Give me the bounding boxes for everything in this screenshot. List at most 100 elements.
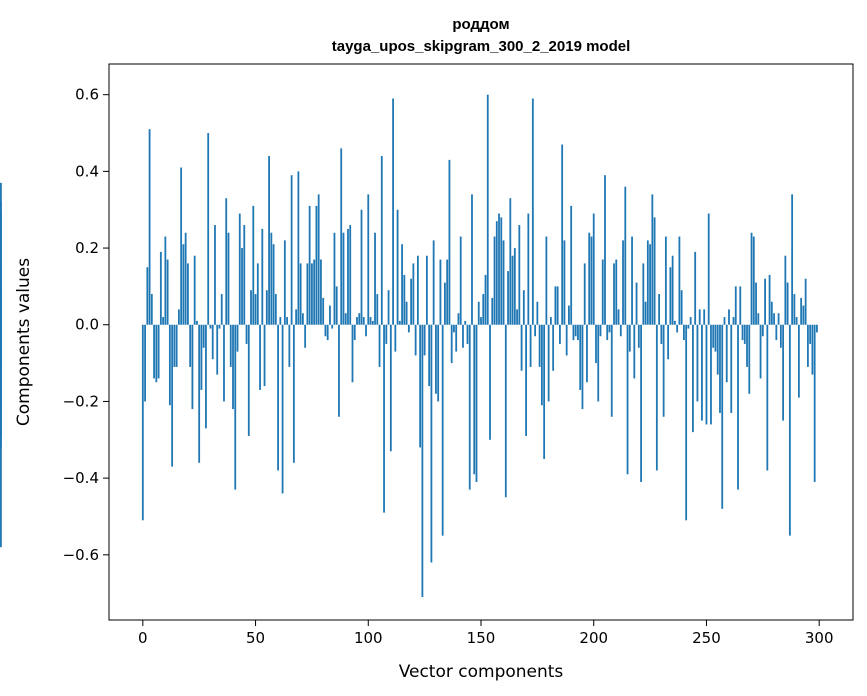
bar — [590, 236, 593, 325]
bar — [556, 286, 559, 325]
bar — [527, 213, 530, 325]
bar — [439, 259, 442, 325]
bar — [238, 213, 241, 325]
bar — [356, 317, 358, 325]
bar — [816, 324, 818, 333]
bar — [144, 324, 146, 402]
bar — [430, 324, 433, 563]
bar — [308, 205, 311, 325]
bar — [441, 324, 444, 536]
bar — [734, 286, 737, 325]
bar — [549, 317, 552, 325]
bar — [716, 324, 719, 375]
bar — [673, 320, 676, 325]
bar — [761, 324, 764, 337]
bar — [369, 317, 372, 325]
x-tick-label: 100 — [354, 629, 383, 647]
bar — [705, 324, 708, 425]
bar — [495, 221, 498, 325]
bar — [157, 324, 160, 379]
bar — [421, 324, 424, 597]
bar — [189, 324, 192, 367]
bar — [331, 324, 334, 329]
bar — [482, 294, 485, 325]
bar — [459, 236, 462, 325]
bar — [694, 251, 697, 325]
bar — [283, 240, 286, 325]
bar — [649, 244, 651, 325]
bar — [360, 209, 363, 325]
bar — [669, 267, 672, 325]
bar — [455, 324, 458, 352]
bar — [493, 236, 496, 325]
bar — [813, 324, 816, 482]
bar — [484, 274, 487, 325]
y-tick-label: −0.2 — [63, 392, 99, 410]
bar — [317, 194, 320, 325]
bar — [610, 324, 613, 417]
y-tick-label: −0.6 — [63, 546, 99, 564]
bar — [646, 240, 649, 325]
bar — [464, 320, 467, 325]
y-tick-label: 0.2 — [75, 239, 99, 257]
bar — [723, 317, 726, 325]
bar — [263, 324, 266, 387]
bar — [624, 186, 627, 325]
bar — [689, 317, 692, 325]
bar — [640, 324, 642, 482]
bar — [667, 324, 670, 360]
bar — [768, 274, 771, 325]
bar — [295, 309, 298, 325]
bar — [807, 324, 809, 367]
bar — [784, 255, 787, 325]
bar — [518, 225, 521, 325]
x-tick-label: 0 — [138, 629, 148, 647]
bar — [374, 232, 376, 325]
bars-group — [0, 94, 818, 597]
bar — [732, 317, 735, 325]
bar — [662, 324, 665, 417]
bar — [811, 324, 814, 375]
bar — [396, 209, 399, 325]
bar — [477, 301, 480, 325]
bar — [719, 324, 721, 413]
bar — [570, 205, 573, 325]
bar — [198, 324, 201, 463]
bar — [633, 324, 636, 379]
bar — [301, 313, 304, 325]
bar — [243, 225, 246, 325]
bar — [410, 278, 413, 325]
bar — [710, 324, 712, 425]
bar — [146, 267, 149, 325]
y-axis-label: Components values — [14, 258, 34, 426]
bar — [182, 244, 185, 325]
bar — [376, 294, 379, 325]
bar — [437, 324, 440, 402]
bar — [446, 259, 449, 325]
bar — [714, 324, 717, 352]
bar — [613, 263, 615, 325]
bar — [342, 232, 345, 325]
bar — [701, 324, 703, 421]
bar — [351, 324, 354, 383]
bar — [698, 309, 701, 325]
bar — [419, 324, 422, 448]
bar — [703, 309, 706, 325]
bar — [324, 324, 327, 337]
bar — [755, 282, 757, 325]
bar — [394, 324, 397, 352]
bar — [0, 324, 2, 364]
bar — [254, 294, 257, 325]
bar — [653, 217, 656, 325]
bar — [274, 294, 277, 325]
bar — [606, 324, 609, 341]
bar — [586, 324, 588, 383]
bar — [387, 290, 390, 325]
bar — [543, 324, 546, 459]
bar — [489, 324, 491, 440]
bar — [545, 236, 548, 325]
bar — [507, 271, 509, 325]
bar — [525, 324, 527, 436]
bar — [164, 236, 167, 325]
bar — [599, 324, 602, 337]
